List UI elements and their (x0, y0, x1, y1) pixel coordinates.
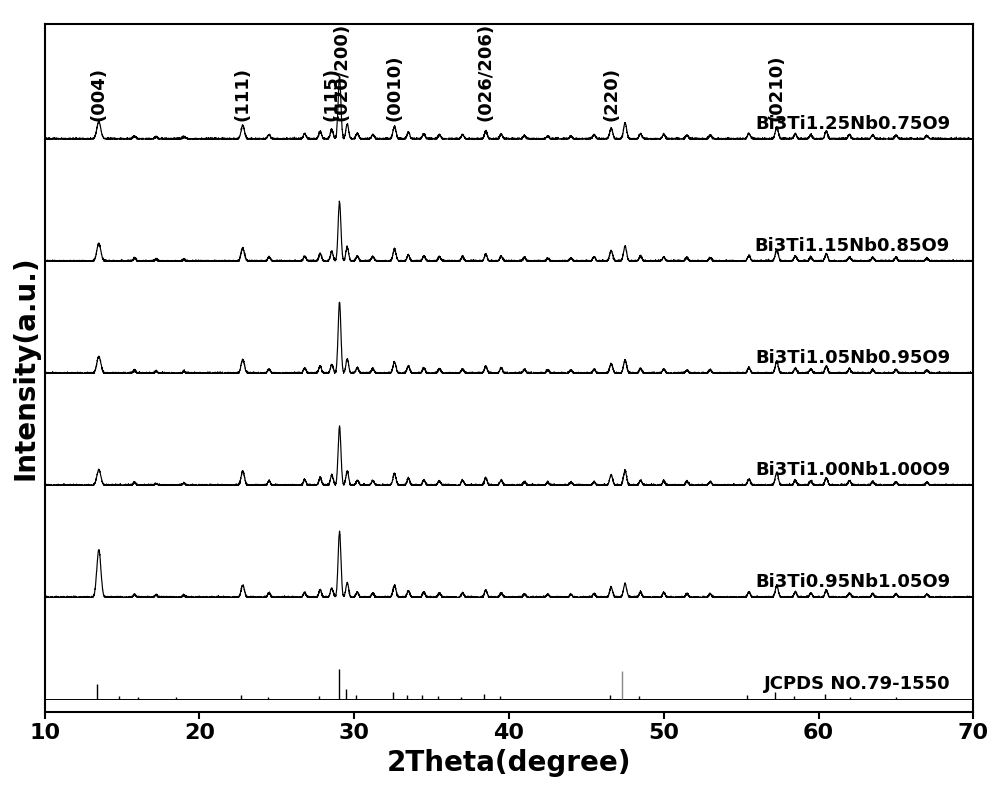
Text: (020/200): (020/200) (333, 23, 351, 121)
X-axis label: 2Theta(degree): 2Theta(degree) (387, 749, 631, 777)
Text: (026/206): (026/206) (477, 23, 495, 121)
Text: (0010): (0010) (385, 54, 403, 121)
Text: (004): (004) (90, 67, 108, 121)
Text: (220): (220) (602, 67, 620, 121)
Text: Bi3Ti1.15Nb0.85O9: Bi3Ti1.15Nb0.85O9 (755, 237, 950, 255)
Text: (111): (111) (234, 67, 252, 121)
Text: (115): (115) (323, 67, 341, 121)
Text: JCPDS NO.79-1550: JCPDS NO.79-1550 (763, 675, 950, 693)
Y-axis label: Intensity(a.u.): Intensity(a.u.) (11, 255, 39, 480)
Text: (0210): (0210) (768, 54, 786, 121)
Text: Bi3Ti1.00Nb1.00O9: Bi3Ti1.00Nb1.00O9 (755, 461, 950, 479)
Text: Bi3Ti1.25Nb0.75O9: Bi3Ti1.25Nb0.75O9 (755, 115, 950, 133)
Text: Bi3Ti1.05Nb0.95O9: Bi3Ti1.05Nb0.95O9 (755, 349, 950, 367)
Text: Bi3Ti0.95Nb1.05O9: Bi3Ti0.95Nb1.05O9 (755, 574, 950, 591)
